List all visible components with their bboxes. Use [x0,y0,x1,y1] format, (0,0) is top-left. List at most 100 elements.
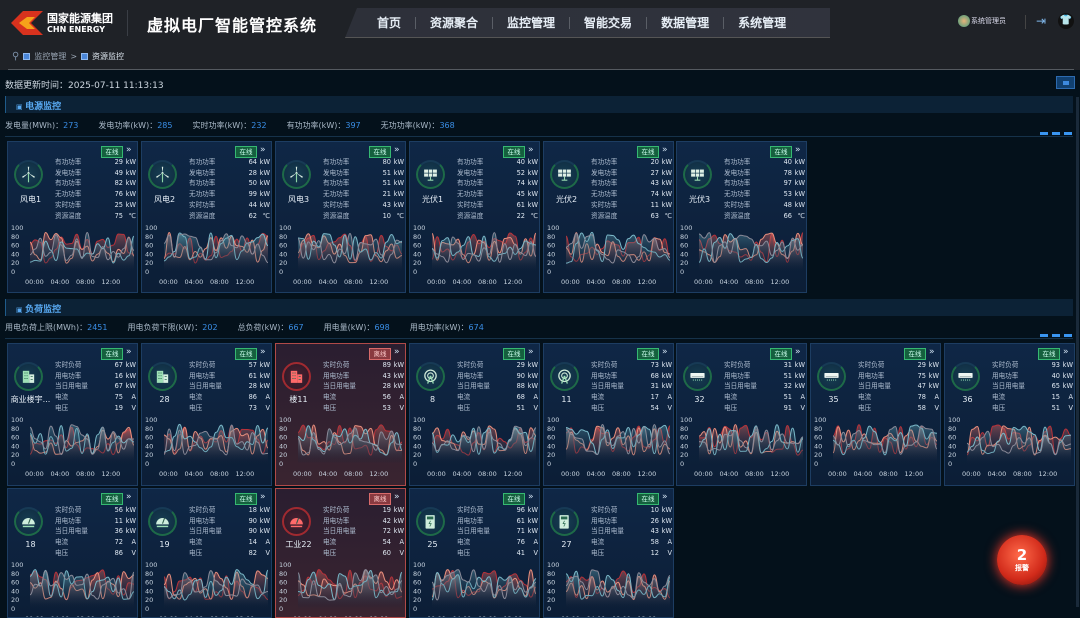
power-device-card[interactable]: 在线» 光伏3 有功功率 40 kW 发电功率 78 kW 有功功率 97 kW 无功功率 53 kW 实时… [676,141,807,293]
expand-chevron-icon[interactable]: » [795,347,800,357]
y-tick-label: 80 [680,233,688,241]
metric-label: 电压 [189,403,203,412]
nav-item[interactable]: 资源聚合 [430,16,479,30]
metric-unit: V [265,548,270,557]
status-badge: 在线 [101,348,123,360]
scrollbar[interactable] [1076,97,1079,607]
user-menu[interactable]: 系统管理员 [958,15,1006,27]
load-device-card[interactable]: 在线» 11 实时负荷 73 kW 用电功率 68 kW 当日用电量 31 kW 电流 17 A 电压 54 V… [543,343,674,486]
theme-shirt-icon[interactable]: 👕 [1058,13,1074,29]
expand-chevron-icon[interactable]: » [662,145,667,155]
metric-value: 75 [917,371,926,380]
nav-item[interactable]: 智能交易 [584,16,633,30]
metric-label: 用电功率 [858,371,885,380]
x-tick-label: 12:00 [102,470,121,478]
power-device-card[interactable]: 在线» 风电2 有功功率 64 kW 发电功率 28 kW 有功功率 50 kW 无功功率 99 kW 实时… [141,141,272,293]
metric-value: 40 [783,158,792,166]
load-device-card[interactable]: 离线» 工业22 实时负荷 19 kW 用电功率 42 kW 当日用电量 72 kW 电流 54 A 电压 6… [275,488,406,618]
nav-item[interactable]: 系统管理 [738,16,787,30]
x-tick-label: 12:00 [771,470,790,478]
metric-label: 电流 [457,538,471,547]
expand-chevron-icon[interactable]: » [662,347,667,357]
metric-row: 电压 82 V [189,548,271,559]
expand-chevron-icon[interactable]: » [528,492,533,502]
nav-item[interactable]: 首页 [377,16,402,30]
load-device-card[interactable]: 在线» 35 实时负荷 29 kW 用电功率 75 kW 当日用电量 47 kW 电流 78 A 电压 58 V… [810,343,941,486]
expand-chevron-icon[interactable]: » [126,492,131,502]
metric-label: 无功功率 [724,190,751,199]
x-tick-label: 00:00 [293,278,312,286]
device-name: 28 [159,395,170,404]
load-device-card[interactable]: 在线» 32 实时负荷 31 kW 用电功率 51 kW 当日用电量 32 kW 电流 51 A 电压 91 V… [676,343,807,486]
metric-unit: kW [527,371,538,380]
metric-unit: A [131,538,136,547]
metric-row: 当日用电量 71 kW [457,526,539,537]
y-tick-label: 40 [413,250,421,258]
load-device-card[interactable]: 在线» 27 实时负荷 10 kW 用电功率 26 kW 当日用电量 43 kW 电流 58 A 电压 12 V… [543,488,674,618]
load-device-card[interactable]: 在线» 28 实时负荷 57 kW 用电功率 61 kW 当日用电量 28 kW 电流 86 A 电压 73 V… [141,343,272,486]
metric-value: 78 [917,393,926,402]
load-device-card[interactable]: 在线» 25 实时负荷 96 kW 用电功率 61 kW 当日用电量 71 kW 电流 76 A 电压 41 V… [409,488,540,618]
metric-unit: kW [259,190,270,199]
x-tick-label: 08:00 [344,470,363,478]
expand-chevron-icon[interactable]: » [662,492,667,502]
y-tick-label: 100 [948,416,960,424]
nav-item[interactable]: 数据管理 [661,16,710,30]
power-device-card[interactable]: 在线» 光伏2 有功功率 20 kW 发电功率 27 kW 有功功率 43 kW 无功功率 74 kW 实时… [543,141,674,293]
y-tick-label: 0 [279,605,283,613]
breadcrumb: ⚲ 监控管理 > 资源监控 [12,51,124,62]
y-tick-label: 20 [547,596,555,604]
nav-item[interactable]: 监控管理 [507,16,556,30]
logout-icon[interactable]: ⇥ [1036,14,1047,28]
expand-chevron-icon[interactable]: » [260,347,265,357]
y-tick-label: 80 [145,425,153,433]
load-device-card[interactable]: 离线» 楼11 实时负荷 89 kW 用电功率 43 kW 当日用电量 28 kW 电流 56 A 电压 53… [275,343,406,486]
y-tick-label: 60 [145,579,153,587]
expand-chevron-icon[interactable]: » [528,145,533,155]
metric-unit: kW [125,200,136,209]
metric-unit: kW [527,200,538,209]
metric-value: 61 [516,200,525,209]
divider [5,136,1073,137]
load-device-card[interactable]: 在线» 18 实时负荷 56 kW 用电功率 11 kW 当日用电量 36 kW 电流 72 A 电压 86 V… [7,488,138,618]
expand-chevron-icon[interactable]: » [260,492,265,502]
series-line [565,233,671,264]
expand-chevron-icon[interactable]: » [528,347,533,357]
expand-chevron-icon[interactable]: » [394,492,399,502]
metric-value: 88 [516,382,525,391]
load-device-card[interactable]: 在线» 19 实时负荷 18 kW 用电功率 90 kW 当日用电量 90 kW 电流 14 A 电压 82 V… [141,488,272,618]
metric-row: 实时负荷 19 kW [323,505,405,516]
building-icon [148,362,177,391]
metric-row: 实时功率 44 kW [189,200,271,211]
view-toggle-button[interactable] [1056,76,1075,89]
power-device-card[interactable]: 在线» 风电1 有功功率 29 kW 发电功率 49 kW 有功功率 82 kW 无功功率 76 kW 实时… [7,141,138,293]
expand-chevron-icon[interactable]: » [795,145,800,155]
power-device-card[interactable]: 在线» 光伏1 有功功率 40 kW 发电功率 52 kW 有功功率 74 kW 无功功率 45 kW 实时… [409,141,540,293]
metric-label: 用电功率 [591,516,618,525]
expand-chevron-icon[interactable]: » [260,145,265,155]
expand-chevron-icon[interactable]: » [929,347,934,357]
load-device-card[interactable]: 在线» 36 实时负荷 93 kW 用电功率 40 kW 当日用电量 65 kW 电流 15 A 电压 51 V… [944,343,1075,486]
expand-chevron-icon[interactable]: » [126,145,131,155]
expand-chevron-icon[interactable]: » [394,347,399,357]
metric-label: 用电功率 [323,516,350,525]
metric-label: 当日用电量 [457,527,490,536]
expand-chevron-icon[interactable]: » [1063,347,1068,357]
power-device-card[interactable]: 在线» 风电3 有功功率 80 kW 发电功率 51 kW 有功功率 51 kW 无功功率 21 kW 实时… [275,141,406,293]
metric-row: 电压 58 V [858,403,940,414]
metric-unit: V [667,548,672,557]
load-device-card[interactable]: 在线» 商业楼宇... 实时负荷 67 kW 用电功率 16 kW 当日用电量 67 kW 电流 75 A… [7,343,138,486]
metric-row: 电压 12 V [591,548,673,559]
x-tick-label: 00:00 [561,278,580,286]
alarm-button[interactable]: 2 报警 [997,535,1047,585]
load-device-card[interactable]: 在线» 8 实时负荷 29 kW 用电功率 90 kW 当日用电量 88 kW 电流 68 A 电压 51 V 1… [409,343,540,486]
expand-chevron-icon[interactable]: » [394,145,399,155]
y-tick-label: 40 [814,442,822,450]
x-tick-label: 00:00 [561,470,580,478]
expand-chevron-icon[interactable]: » [126,347,131,357]
metric-label: 实时负荷 [55,506,82,514]
breadcrumb-item[interactable]: 监控管理 [34,52,67,61]
